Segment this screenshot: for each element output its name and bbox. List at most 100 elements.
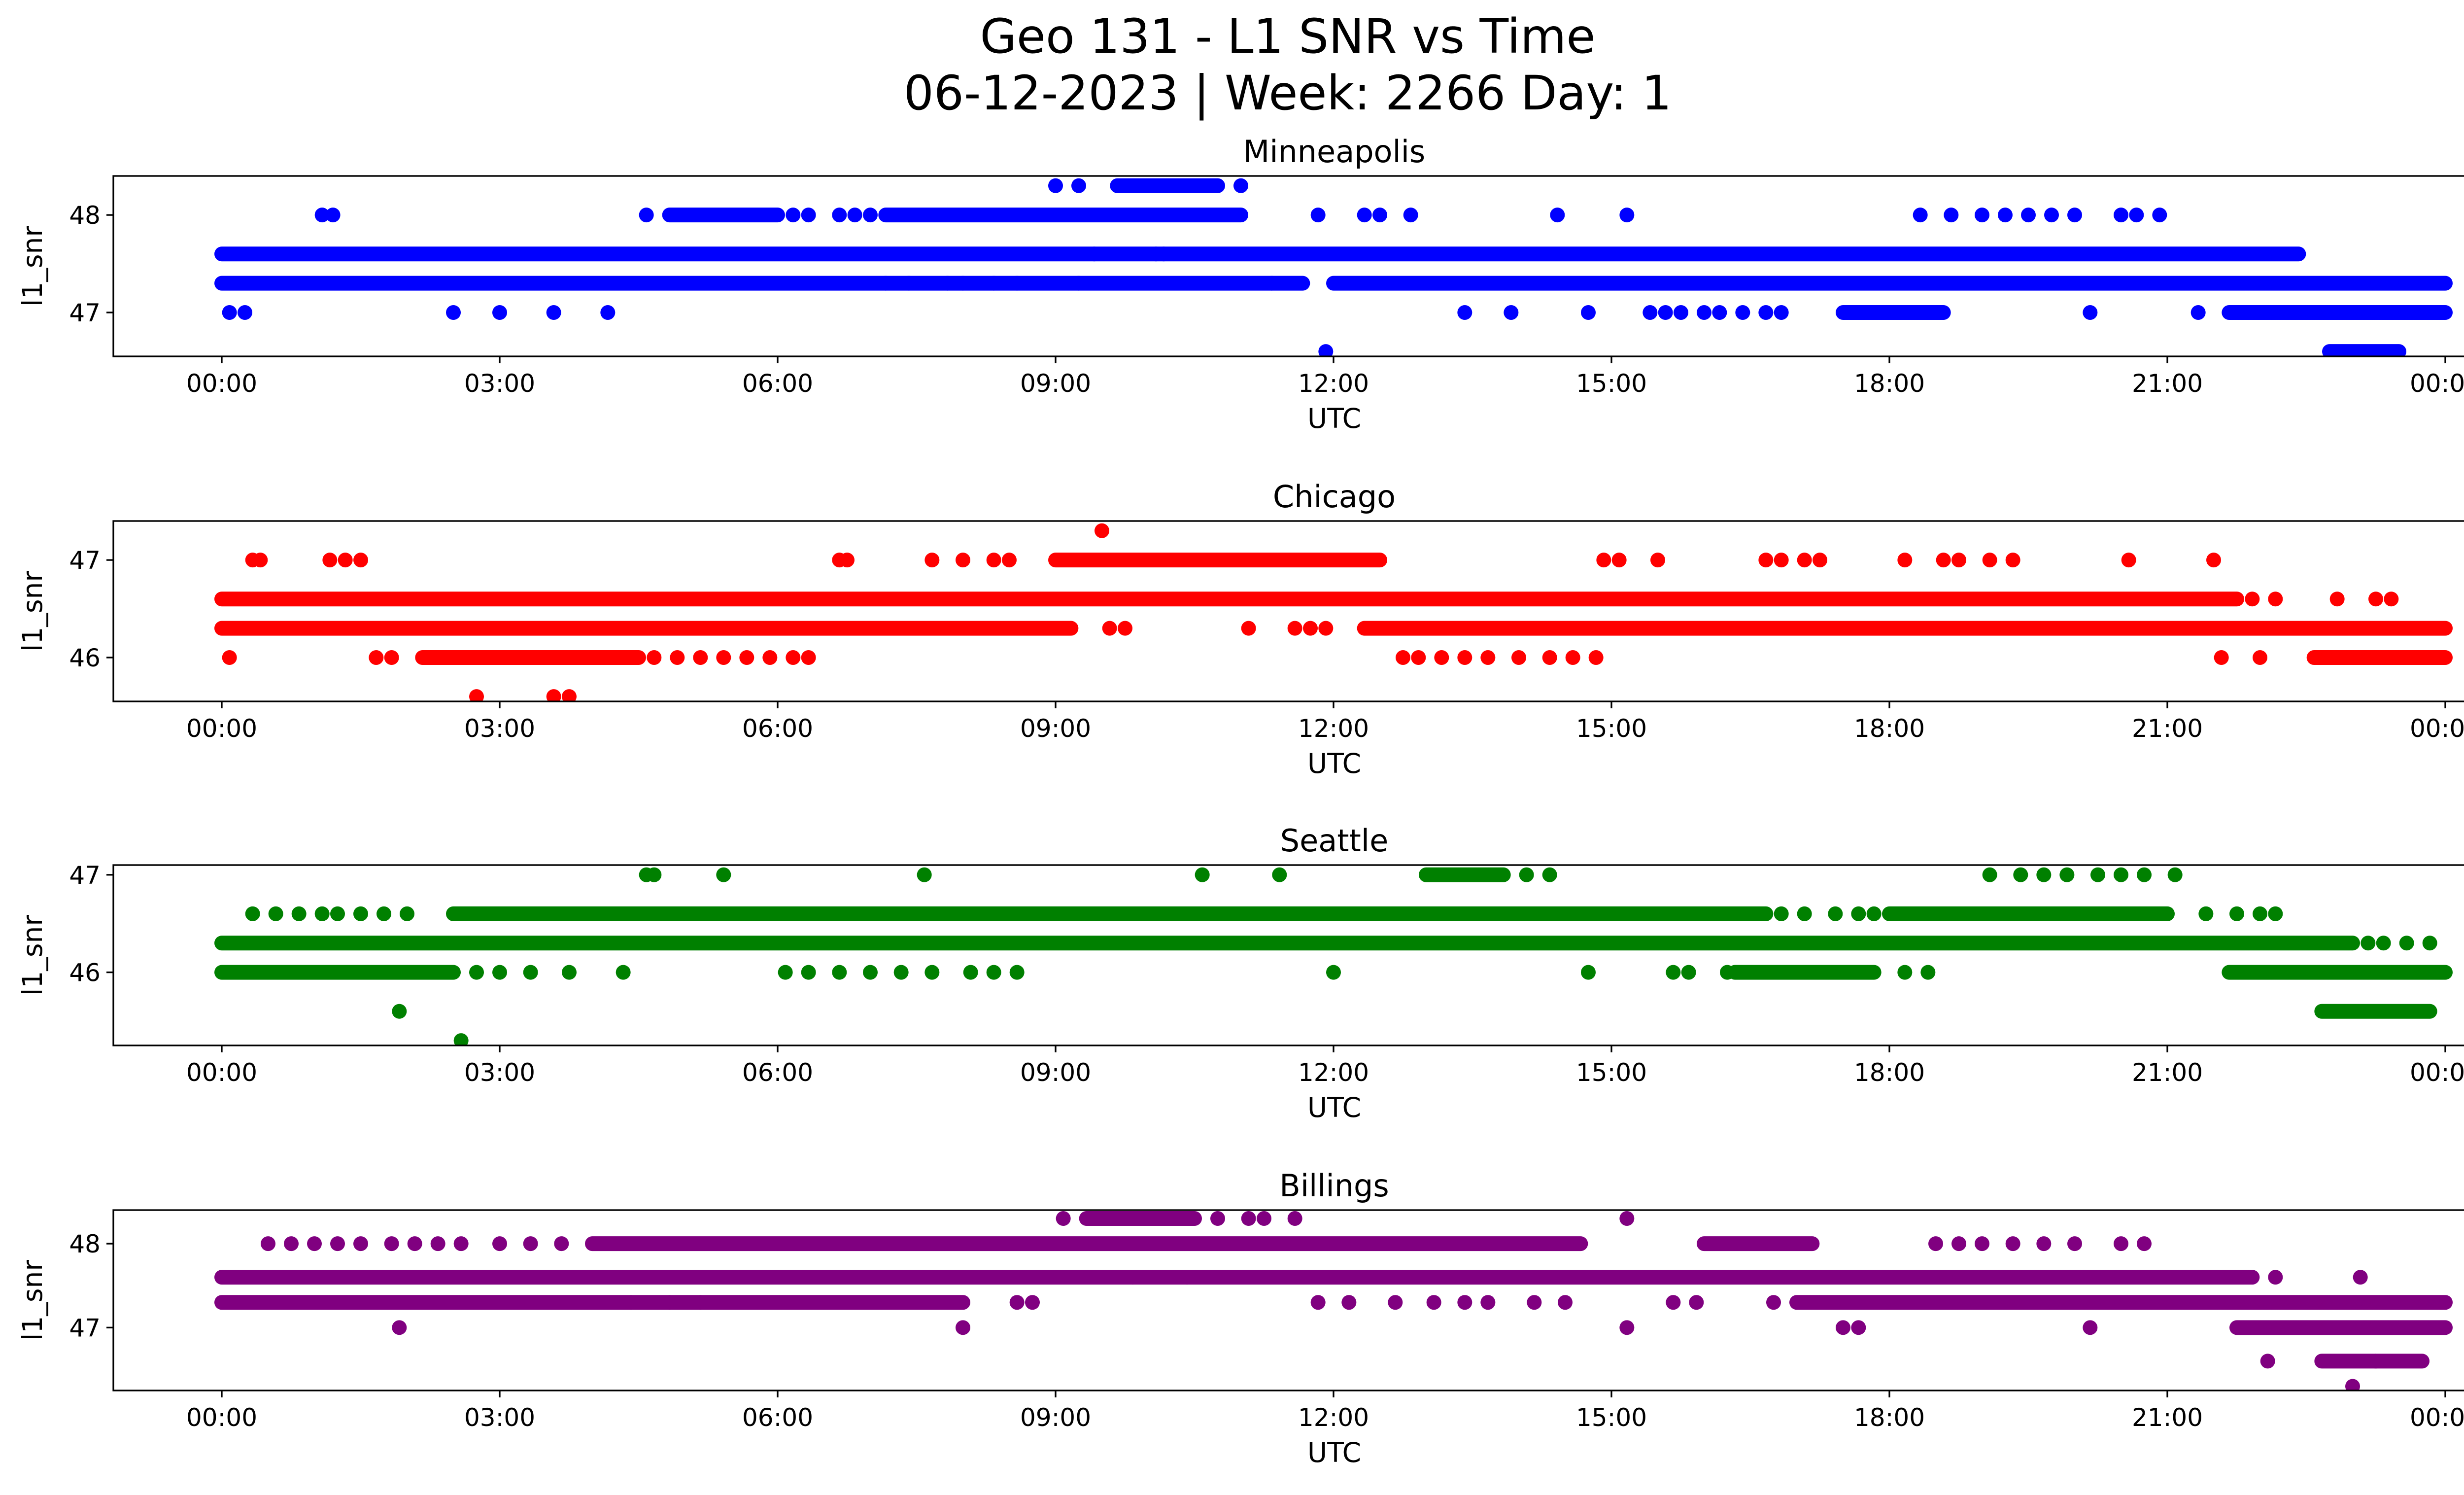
- data-point: [1650, 553, 1665, 568]
- y-axis-label: l1_snr: [17, 1260, 48, 1341]
- data-point: [523, 1236, 538, 1252]
- data-point: [2083, 305, 2098, 320]
- x-tick-label: 06:00: [742, 714, 813, 743]
- data-point: [1009, 1295, 1025, 1310]
- data-point: [1372, 208, 1387, 223]
- x-tick-label: 06:00: [742, 1058, 813, 1087]
- x-tick-label: 00:00: [2410, 1403, 2464, 1432]
- y-axis-label: l1_snr: [17, 571, 48, 652]
- data-point: [1944, 208, 1959, 223]
- x-tick-label: 12:00: [1298, 714, 1369, 743]
- data-point: [762, 650, 778, 665]
- data-point: [1272, 867, 1287, 882]
- x-tick-label: 09:00: [1020, 714, 1091, 743]
- data-point: [1071, 178, 1086, 193]
- series-markers: [214, 178, 2453, 356]
- panel-title: Chicago: [1273, 479, 1396, 515]
- data-point: [1318, 344, 1334, 356]
- data-point: [1758, 305, 1774, 320]
- data-point: [222, 305, 237, 320]
- data-point: [1002, 553, 1017, 568]
- data-point: [546, 689, 561, 701]
- series-markers: [214, 867, 2453, 1045]
- y-axis-label: l1_snr: [17, 915, 48, 996]
- data-point: [940, 276, 955, 291]
- x-tick-label: 00:00: [2410, 714, 2464, 743]
- panels: Minneapolis 47 48 00:00 03:00 06:00 09:00 12:00…: [17, 134, 2464, 1468]
- x-tick-label: 00:00: [186, 1403, 257, 1432]
- data-point: [430, 1236, 445, 1252]
- x-axis-label: UTC: [1307, 748, 1361, 779]
- data-point: [2067, 1236, 2082, 1252]
- panel-title: Billings: [1279, 1168, 1389, 1204]
- data-point: [1087, 246, 1102, 262]
- data-point: [238, 305, 252, 320]
- snr-band: [214, 965, 461, 980]
- data-point: [600, 305, 616, 320]
- data-point: [847, 208, 862, 223]
- data-point: [2422, 936, 2437, 951]
- data-point: [2190, 305, 2206, 320]
- snr-band: [214, 591, 2244, 607]
- data-point: [878, 276, 893, 291]
- snr-band: [1836, 305, 1951, 320]
- snr-band: [214, 936, 2360, 951]
- x-tick-label: 21:00: [2132, 1403, 2203, 1432]
- data-point: [956, 1320, 970, 1335]
- data-point: [1928, 1236, 1943, 1252]
- data-point: [2067, 208, 2082, 223]
- data-point: [2368, 1354, 2383, 1369]
- data-point: [384, 1236, 399, 1252]
- x-tick-label: 21:00: [2132, 369, 2203, 398]
- snr-band: [2222, 305, 2453, 320]
- data-point: [245, 906, 260, 921]
- x-tick-label: 15:00: [1576, 369, 1647, 398]
- data-point: [1287, 1211, 1302, 1226]
- x-tick-label: 12:00: [1298, 1403, 1369, 1432]
- data-point: [562, 965, 577, 980]
- data-point: [325, 208, 341, 223]
- x-tick-label: 03:00: [464, 1058, 535, 1087]
- data-point: [2152, 208, 2167, 223]
- data-point: [1720, 965, 1735, 980]
- snr-band: [214, 1270, 2260, 1285]
- data-point: [2198, 906, 2214, 921]
- data-point: [2329, 591, 2345, 607]
- data-point: [314, 906, 330, 921]
- x-tick-label: 12:00: [1298, 369, 1369, 398]
- data-point: [1396, 650, 1410, 665]
- data-point: [1611, 553, 1627, 568]
- x-axis-label: UTC: [1307, 1437, 1361, 1468]
- data-point: [291, 906, 307, 921]
- data-point: [1975, 1236, 1989, 1252]
- data-point: [2059, 867, 2075, 882]
- x-tick-label: 18:00: [1854, 714, 1925, 743]
- data-point: [2268, 1270, 2283, 1285]
- data-point: [1897, 965, 1913, 980]
- data-point: [801, 650, 816, 665]
- data-point: [956, 553, 970, 568]
- snr-band: [1357, 621, 2453, 636]
- snr-band: [446, 906, 1774, 921]
- data-point: [1480, 1295, 1496, 1310]
- y-tick-label: 46: [69, 959, 101, 987]
- data-point: [739, 650, 754, 665]
- data-point: [1581, 965, 1596, 980]
- data-point: [384, 650, 399, 665]
- data-point: [863, 965, 878, 980]
- data-point: [2129, 208, 2144, 223]
- snr-band: [214, 276, 1310, 291]
- x-tick-label: 09:00: [1020, 369, 1091, 398]
- data-point: [1341, 1295, 1357, 1310]
- data-point: [2245, 591, 2260, 607]
- data-point: [693, 650, 708, 665]
- data-point: [1519, 867, 1534, 882]
- panel-title: Minneapolis: [1243, 134, 1426, 170]
- snr-band: [1882, 906, 2175, 921]
- data-point: [2376, 936, 2391, 951]
- data-point: [1581, 305, 1596, 320]
- data-point: [407, 1236, 422, 1252]
- x-tick-label: 18:00: [1854, 1058, 1925, 1087]
- data-point: [1913, 208, 1928, 223]
- snr-band: [214, 621, 1079, 636]
